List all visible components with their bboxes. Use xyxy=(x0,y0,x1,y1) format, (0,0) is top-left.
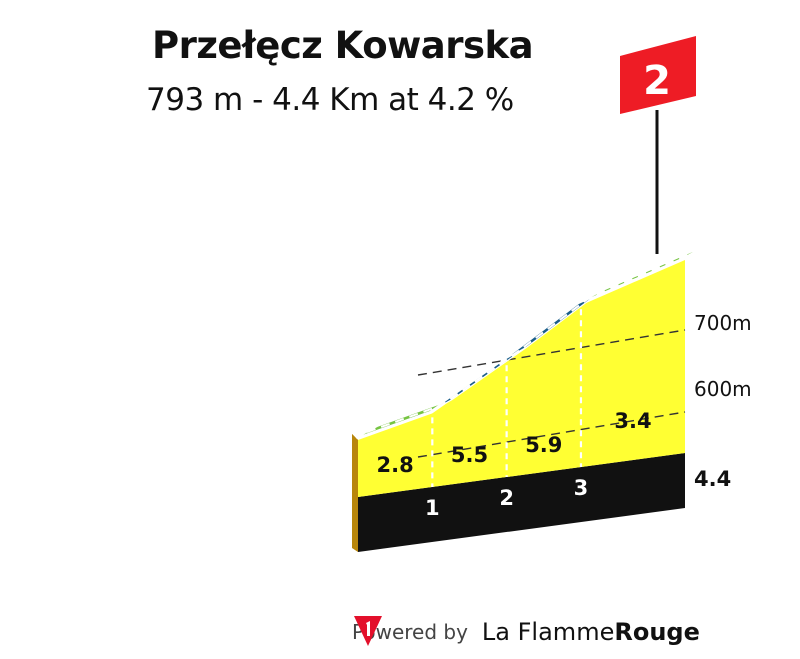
segment-gradient-label: 3.4 xyxy=(614,409,651,433)
profile-base-band xyxy=(358,453,685,552)
altitude-tick-label: 700m xyxy=(694,311,752,335)
altitude-gridline xyxy=(417,329,686,376)
climb-subtitle: 793 m - 4.4 Km at 4.2 % xyxy=(146,82,514,118)
category-number: 2 xyxy=(643,58,671,104)
altitude-gridline xyxy=(417,411,686,458)
segment-gradient-label: 2.8 xyxy=(377,453,414,477)
climb-title: Przełęcz Kowarska xyxy=(152,24,534,67)
profile-area xyxy=(358,260,685,497)
top-center-dashline xyxy=(366,251,695,433)
km-marker-label: 1 xyxy=(425,496,440,520)
km-marker-label: 3 xyxy=(574,476,589,500)
profile-start-side-face xyxy=(352,434,358,552)
total-distance-label: 4.4 xyxy=(694,467,731,491)
segment-gradient-label: 5.9 xyxy=(525,433,562,457)
km-marker-label: 2 xyxy=(499,486,514,510)
footer: Powered by La Flamme Rouge xyxy=(352,612,700,652)
category-flag-icon xyxy=(620,36,696,114)
altitude-tick-label: 600m xyxy=(694,377,752,401)
segment-gradient-label: 5.5 xyxy=(451,443,488,467)
la-flamme-rouge-logo-icon xyxy=(354,616,382,646)
brand-name-part2: Rouge xyxy=(614,618,700,646)
brand-name-part1: La Flamme xyxy=(481,618,615,646)
